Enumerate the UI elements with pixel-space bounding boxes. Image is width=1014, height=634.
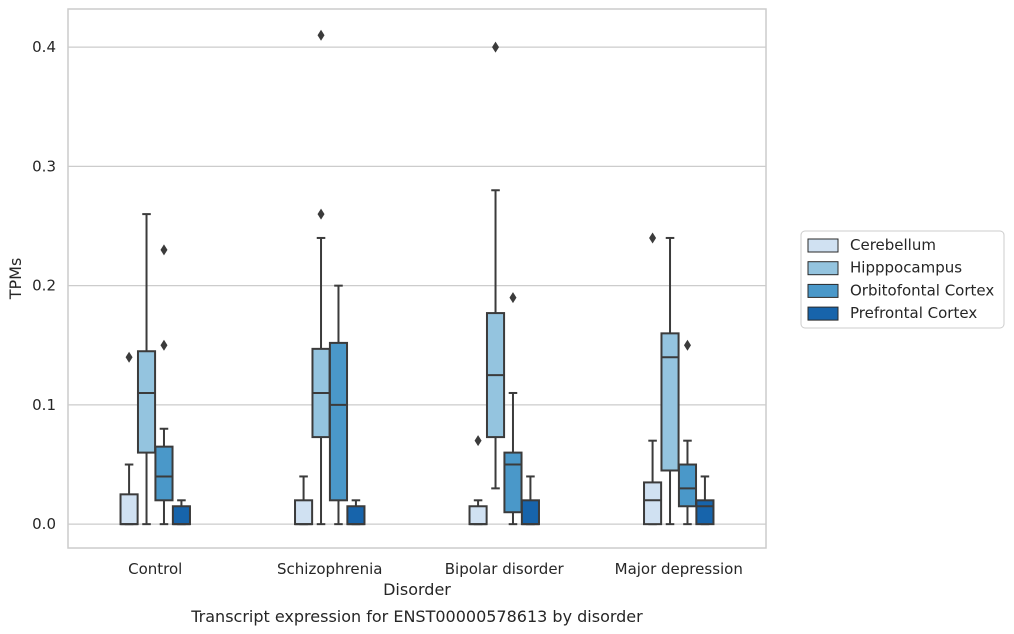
box-group <box>485 41 506 490</box>
legend-swatch <box>807 306 839 321</box>
outlier-point <box>474 435 482 447</box>
y-tick-label: 0.3 <box>32 157 56 175</box>
box-group <box>346 499 366 526</box>
box-body <box>346 505 366 526</box>
x-tick-label: Major depression <box>615 560 743 578</box>
box-body <box>643 481 663 526</box>
box-group <box>643 232 663 526</box>
outlier-point <box>509 292 517 304</box>
x-tick-label: Bipolar disorder <box>445 560 565 578</box>
y-axis-label: TPMs <box>6 258 25 301</box>
box-body <box>136 350 157 454</box>
legend-label: Prefrontal Cortex <box>850 304 977 322</box>
outlier-point <box>160 339 168 351</box>
box-body <box>468 505 488 526</box>
box-group <box>294 475 314 526</box>
box-group <box>677 339 698 526</box>
box-body <box>171 505 191 526</box>
legend-swatch <box>807 261 839 276</box>
box-body <box>660 332 680 472</box>
chart-caption: Transcript expression for ENST0000057861… <box>190 607 643 626</box>
legend-label: Orbitofontal Cortex <box>850 281 994 299</box>
box-body <box>695 499 715 526</box>
box-group <box>154 244 174 526</box>
box-body <box>677 463 698 508</box>
box-group <box>119 351 139 526</box>
box-group <box>136 213 157 526</box>
box-group <box>660 236 680 526</box>
outlier-point <box>317 29 325 41</box>
outlier-point <box>649 232 657 244</box>
box-group <box>468 435 488 526</box>
y-tick-label: 0.4 <box>32 38 56 56</box>
box-group <box>328 284 349 526</box>
box-body <box>119 493 139 526</box>
outlier-point <box>125 351 133 363</box>
box-plots <box>119 29 715 526</box>
x-axis-label: Disorder <box>383 580 451 599</box>
legend-label: Cerebellum <box>850 236 936 254</box>
box-group <box>503 292 523 526</box>
outlier-point <box>160 244 168 256</box>
x-tick-labels: Control Schizophrenia Bipolar disorder Majo… <box>128 560 743 578</box>
box-group <box>171 499 191 526</box>
legend-swatch <box>807 283 839 298</box>
y-tick-label: 0.2 <box>32 277 56 295</box>
plot-frame <box>67 8 767 549</box>
box-body <box>520 499 540 526</box>
outlier-point <box>683 339 691 351</box>
legend-label: Hipppocampus <box>850 259 962 277</box>
y-tick-label: 0.1 <box>32 396 56 414</box>
x-tick-label: Schizophrenia <box>277 560 382 578</box>
box-body <box>294 499 314 526</box>
legend: Cerebellum Hipppocampus Orbitofontal Corte… <box>800 230 1005 329</box>
box-body <box>154 445 174 502</box>
box-group <box>520 475 540 526</box>
box-group <box>695 475 715 526</box>
legend-frame <box>800 230 1005 329</box>
box-body <box>328 341 349 502</box>
y-tick-label: 0.0 <box>32 515 56 533</box>
outlier-point <box>492 41 500 53</box>
y-tick-labels: 0.0 0.1 0.2 0.3 0.4 <box>32 38 56 533</box>
outlier-point <box>317 208 325 220</box>
box-body <box>503 451 523 514</box>
legend-swatch <box>807 238 839 253</box>
x-tick-label: Control <box>128 560 182 578</box>
